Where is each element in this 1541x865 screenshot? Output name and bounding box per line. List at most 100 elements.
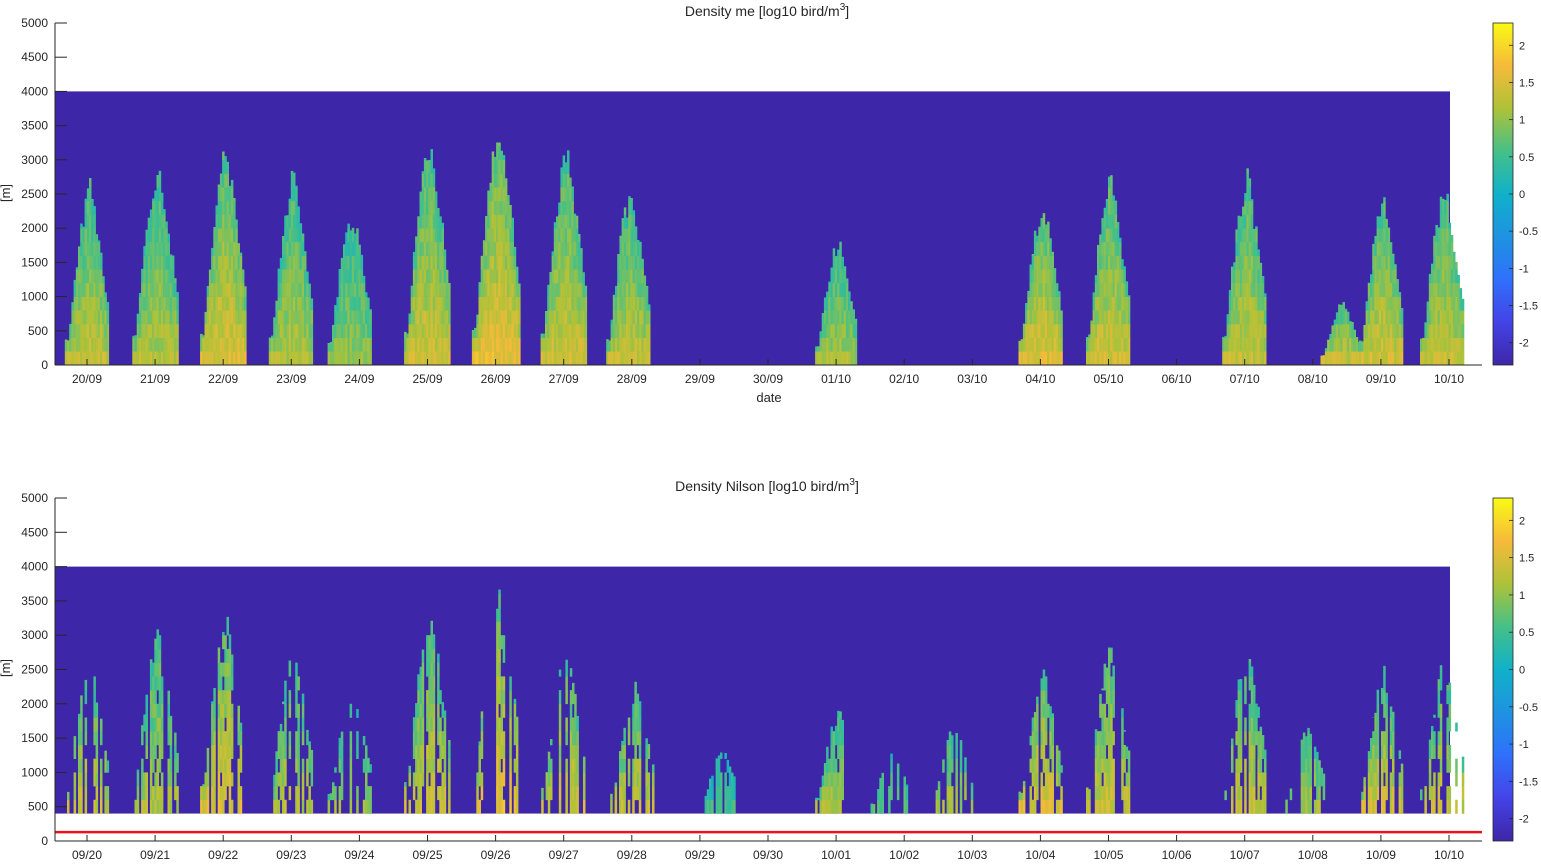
heatmap-cell	[413, 786, 416, 800]
heatmap-cell	[516, 267, 519, 270]
heatmap-cell	[71, 302, 74, 310]
heatmap-cell	[406, 351, 409, 365]
heatmap-cell	[334, 305, 337, 311]
heatmap-cell	[1379, 310, 1382, 324]
heatmap-cell	[619, 236, 622, 243]
heatmap-cell	[1038, 338, 1041, 352]
heatmap-cell	[93, 704, 96, 718]
heatmap-cell	[481, 731, 484, 745]
heatmap-cell	[229, 731, 232, 745]
heatmap-cell	[207, 324, 210, 338]
heatmap-cell	[1054, 268, 1057, 269]
heatmap-cell	[1099, 297, 1102, 311]
heatmap-cell	[635, 283, 638, 297]
heatmap-cell	[233, 198, 236, 201]
heatmap-cell	[1377, 690, 1380, 691]
heatmap-cell	[1388, 324, 1391, 338]
heatmap-cell	[216, 256, 219, 270]
heatmap-cell	[1052, 713, 1055, 718]
heatmap-cell	[623, 772, 626, 786]
heatmap-cell	[282, 256, 285, 270]
heatmap-cell	[554, 338, 557, 352]
heatmap-cell	[890, 754, 893, 759]
heatmap-cell	[154, 256, 157, 270]
heatmap-cell	[152, 338, 155, 352]
heatmap-cell	[168, 691, 171, 704]
heatmap-cell	[1377, 772, 1380, 786]
heatmap-cell	[1372, 800, 1375, 814]
heatmap-cell	[78, 759, 81, 773]
heatmap-cell	[1368, 297, 1371, 311]
heatmap-cell	[507, 351, 510, 365]
heatmap-cell	[170, 745, 173, 759]
heatmap-cell	[1119, 256, 1122, 270]
heatmap-cell	[1390, 351, 1393, 365]
heatmap-cell	[220, 256, 223, 270]
heatmap-cell	[302, 718, 305, 732]
heatmap-cell	[483, 297, 486, 311]
heatmap-cell	[1390, 745, 1393, 759]
heatmap-cell	[216, 297, 219, 311]
y-tick-label: 3000	[21, 628, 48, 642]
heatmap-cell	[1101, 688, 1104, 690]
heatmap-cell	[286, 324, 289, 338]
heatmap-cell	[720, 786, 723, 800]
heatmap-cell	[224, 338, 227, 352]
heatmap-cell	[146, 695, 149, 704]
heatmap-cell	[820, 800, 823, 814]
heatmap-cell	[828, 324, 831, 338]
heatmap-cell	[302, 731, 305, 745]
heatmap-cell	[339, 786, 342, 800]
heatmap-cell	[1370, 297, 1373, 311]
heatmap-cell	[1392, 338, 1395, 352]
heatmap-cell	[563, 201, 566, 215]
heatmap-cell	[718, 772, 721, 786]
heatmap-cell	[490, 215, 493, 229]
heatmap-cell	[1433, 351, 1436, 365]
heatmap-cell	[1453, 256, 1456, 270]
heatmap-cell	[71, 324, 74, 338]
heatmap-cell	[224, 731, 227, 745]
heatmap-cell	[238, 283, 241, 297]
heatmap-cell	[439, 786, 442, 800]
heatmap-cell	[91, 310, 94, 324]
heatmap-cell	[1251, 772, 1254, 786]
heatmap-cell	[220, 187, 223, 201]
heatmap-cell	[1052, 745, 1055, 759]
heatmap-cell	[161, 676, 164, 690]
heatmap-cell	[509, 215, 512, 229]
heatmap-cell	[428, 635, 431, 649]
heatmap-cell	[479, 310, 482, 324]
heatmap-cell	[951, 759, 954, 773]
heatmap-cell	[352, 310, 355, 324]
heatmap-cell	[238, 786, 241, 800]
heatmap-cell	[369, 324, 372, 338]
heatmap-cell	[565, 351, 568, 365]
heatmap-cell	[503, 338, 506, 352]
heatmap-cell	[172, 310, 175, 324]
heatmap-cell	[240, 786, 243, 800]
heatmap-cell	[1097, 786, 1100, 800]
heatmap-cell	[150, 800, 153, 814]
heatmap-cell	[428, 160, 431, 174]
heatmap-cell	[209, 270, 212, 284]
heatmap-cell	[1041, 731, 1044, 745]
heatmap-cell	[275, 759, 278, 773]
heatmap-cell	[613, 338, 616, 352]
heatmap-cell	[951, 735, 954, 745]
heatmap-cell	[159, 649, 162, 663]
heatmap-cell	[415, 703, 418, 704]
heatmap-cell	[74, 297, 77, 311]
heatmap-cell	[154, 663, 157, 677]
heatmap-cell	[174, 351, 177, 365]
heatmap-cell	[350, 230, 353, 242]
heatmap-cell	[509, 676, 512, 690]
heatmap-cell	[648, 304, 651, 310]
heatmap-cell	[560, 215, 563, 229]
heatmap-cell	[1238, 310, 1241, 324]
heatmap-cell	[365, 800, 368, 814]
heatmap-cell	[154, 639, 157, 650]
x-tick-label: 25/09	[412, 372, 442, 386]
heatmap-cell	[574, 269, 577, 283]
heatmap-cell	[1429, 324, 1432, 338]
